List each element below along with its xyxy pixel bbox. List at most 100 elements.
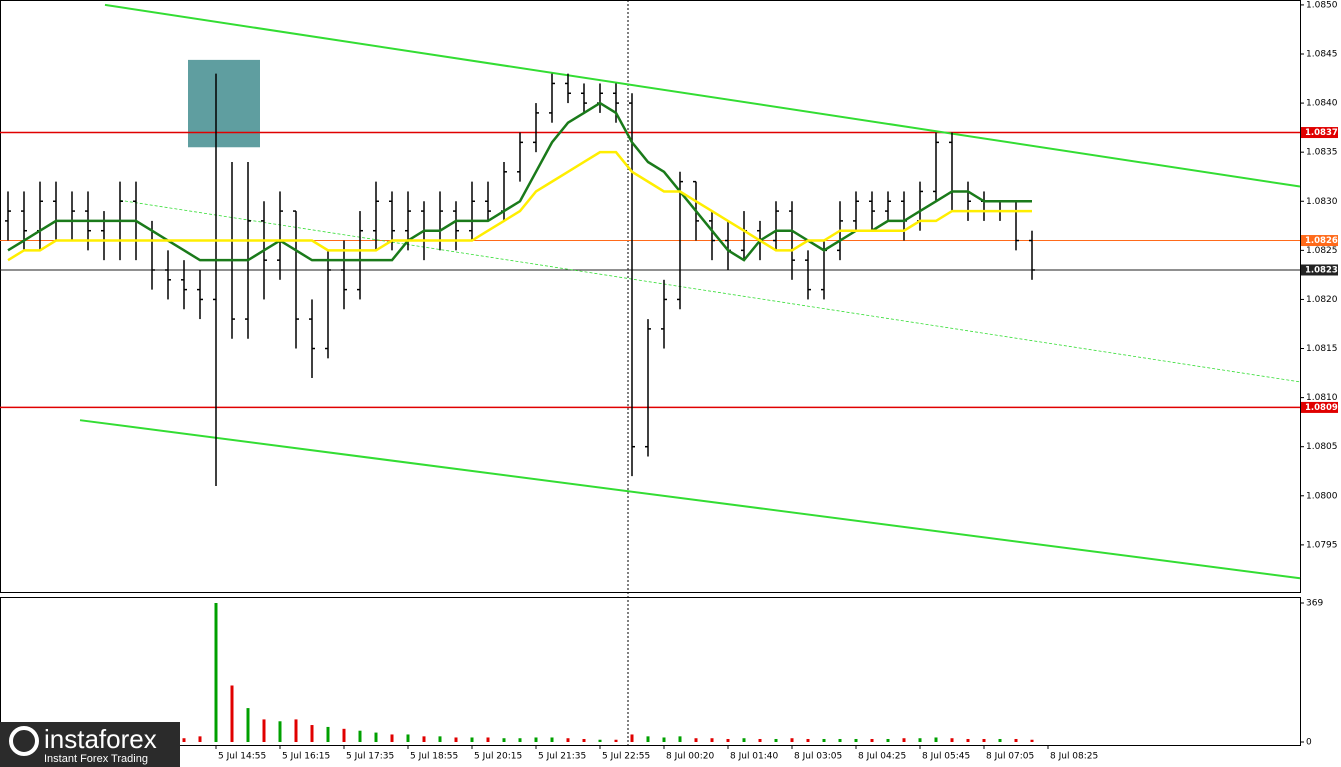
x-tick-label: 5 Jul 22:55: [602, 752, 650, 762]
volume-bar: [582, 738, 586, 742]
volume-tick-label: 369: [1306, 599, 1323, 609]
x-tick-label: 8 Jul 00:20: [666, 752, 715, 762]
volume-bar: [566, 738, 570, 742]
volume-bar: [390, 734, 394, 742]
volume-bar: [710, 738, 714, 742]
y-tick-label: 1.0820: [1306, 295, 1338, 305]
y-tick-label: 1.0825: [1306, 246, 1338, 256]
volume-tick-label: 0: [1306, 738, 1312, 748]
y-tick-label: 1.0845: [1306, 49, 1338, 59]
volume-bar: [822, 738, 826, 742]
volume-bar: [598, 739, 602, 742]
x-tick-label: 8 Jul 04:25: [858, 752, 906, 762]
volume-bar: [774, 738, 778, 742]
x-tick-label: 5 Jul 18:55: [410, 752, 458, 762]
volume-bar: [374, 732, 378, 742]
volume-bar: [422, 736, 426, 742]
volume-bar: [966, 738, 970, 742]
level-label-box: [1301, 264, 1338, 276]
volume-bar: [1030, 739, 1034, 742]
level-label-box: [1301, 401, 1338, 413]
volume-bar: [326, 726, 330, 742]
x-tick-label: 8 Jul 07:05: [986, 752, 1034, 762]
volume-bar: [694, 738, 698, 742]
y-tick-label: 1.0835: [1306, 148, 1338, 158]
logo-icon: [9, 726, 39, 756]
volume-bar: [806, 738, 810, 742]
y-tick-label: 1.0800: [1306, 491, 1338, 501]
x-tick-label: 8 Jul 01:40: [730, 752, 779, 762]
volume-bar: [950, 738, 954, 742]
volume-bar: [182, 738, 186, 742]
trend-line: [119, 199, 1301, 383]
level-label-box: [1301, 127, 1338, 139]
volume-bar: [742, 738, 746, 742]
x-tick-label: 5 Jul 20:15: [474, 752, 522, 762]
x-tick-label: 5 Jul 21:35: [538, 752, 586, 762]
volume-bar: [246, 708, 250, 742]
y-tick-label: 1.0815: [1306, 344, 1338, 354]
x-tick-label: 8 Jul 08:25: [1050, 752, 1098, 762]
volume-bar: [678, 736, 682, 742]
volume-panel: [0, 597, 1301, 746]
volume-bar: [230, 685, 234, 742]
y-tick-label: 1.0840: [1306, 99, 1338, 109]
volume-bar: [454, 737, 458, 742]
trend-line: [79, 419, 1301, 580]
volume-bar: [838, 738, 842, 742]
volume-bar: [614, 739, 618, 742]
volume-bar: [406, 734, 410, 742]
level-label: 1.0823: [1305, 265, 1338, 275]
volume-bar: [870, 738, 874, 742]
y-tick-label: 1.0810: [1306, 393, 1338, 403]
volume-bar: [438, 736, 442, 742]
y-tick-label: 1.0830: [1306, 197, 1338, 207]
volume-bar: [1014, 738, 1018, 742]
volume-bar: [342, 728, 346, 742]
trend-line: [104, 3, 1301, 188]
y-tick-label: 1.0795: [1306, 540, 1338, 550]
volume-bar: [470, 737, 474, 742]
level-label: 1.0826: [1305, 236, 1338, 246]
volume-bar: [886, 738, 890, 742]
volume-bar: [550, 737, 554, 742]
y-tick-label: 1.0850: [1306, 0, 1338, 10]
x-tick-label: 5 Jul 14:55: [218, 752, 266, 762]
level-label: 1.0809: [1305, 403, 1338, 413]
x-tick-label: 5 Jul 17:35: [346, 752, 394, 762]
moving-average: [7, 150, 1032, 262]
volume-bar: [294, 719, 298, 742]
x-tick-label: 5 Jul 16:15: [282, 752, 330, 762]
volume-bar: [358, 730, 362, 742]
highlight-box: [188, 59, 260, 148]
level-label-box: [1301, 235, 1338, 247]
price-panel: [0, 0, 1301, 593]
volume-bar: [198, 736, 202, 742]
volume-bar: [214, 603, 218, 742]
volume-bar: [262, 719, 266, 742]
volume-bar: [934, 737, 938, 742]
volume-bar: [646, 736, 650, 742]
volume-bar: [630, 734, 634, 742]
volume-bar: [758, 738, 762, 742]
volume-bar: [502, 738, 506, 742]
volume-bar: [278, 721, 282, 742]
volume-bar: [918, 738, 922, 742]
x-tick-label: 8 Jul 05:45: [922, 752, 970, 762]
x-tick-label: 8 Jul 03:05: [794, 752, 842, 762]
volume-bar: [998, 738, 1002, 742]
y-tick-label: 1.0805: [1306, 442, 1338, 452]
brand-tagline: Instant Forex Trading: [44, 753, 148, 765]
level-label: 1.0837: [1305, 128, 1338, 138]
volume-bar: [982, 738, 986, 742]
brand-name: instaforex: [44, 724, 157, 754]
volume-bar: [726, 738, 730, 742]
volume-bar: [662, 737, 666, 742]
volume-bar: [518, 738, 522, 742]
volume-bar: [310, 725, 314, 742]
volume-bar: [902, 738, 906, 742]
volume-bar: [534, 737, 538, 742]
volume-bar: [486, 737, 490, 742]
brand-logo: instaforex Instant Forex Trading: [0, 722, 180, 767]
